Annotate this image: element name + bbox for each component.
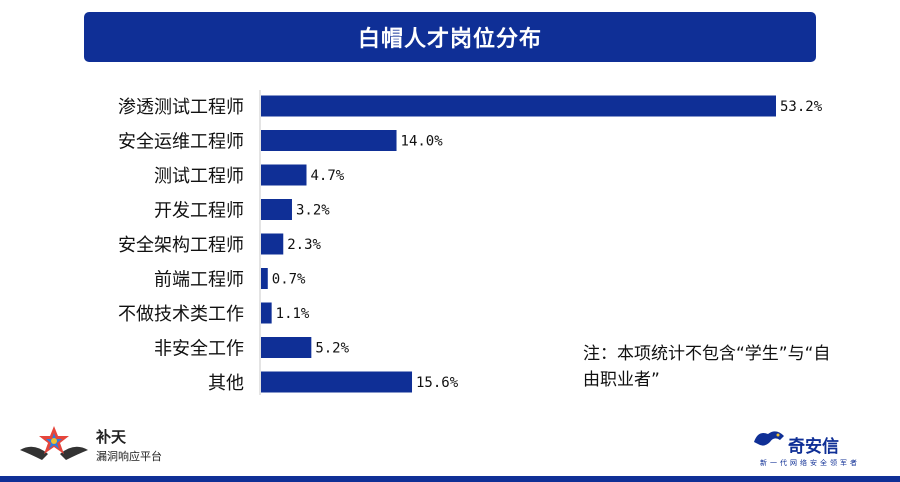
butian-subtitle: 漏洞响应平台 [96, 450, 162, 463]
value-label: 1.1% [276, 306, 310, 322]
dragon-logo-icon [754, 431, 784, 446]
value-label: 2.3% [287, 237, 321, 253]
qianxin-name: 奇安信 [788, 437, 839, 457]
category-label: 开发工程师 [154, 201, 244, 222]
butian-name: 补天 [96, 428, 127, 446]
bar [261, 130, 397, 151]
value-label: 53.2% [780, 99, 823, 115]
title-banner: 白帽人才岗位分布 [84, 12, 816, 62]
bar-chart-marks: 渗透测试工程师 53.2% 安全运维工程师 14.0% 测试工程师 4.7% 开发工程师 3.… [118, 95, 823, 394]
value-label: 4.7% [310, 168, 344, 184]
bar [261, 95, 776, 117]
qianxin-subtitle: 新一代网络安全领军者 [760, 459, 860, 467]
star-emblem-icon [20, 426, 88, 460]
bar [261, 233, 284, 255]
footnote: 注：本项统计不包含“学生”与“自由职业者” [583, 344, 831, 390]
bar [261, 164, 307, 186]
category-label: 非安全工作 [154, 339, 244, 360]
value-label: 3.2% [296, 203, 330, 219]
bottom-accent-bar [0, 476, 900, 482]
category-label: 安全运维工程师 [118, 132, 244, 153]
bar [261, 337, 312, 358]
category-label: 不做技术类工作 [118, 304, 244, 325]
qianxin-logo: 奇安信 新一代网络安全领军者 [752, 426, 882, 470]
chart-title: 白帽人才岗位分布 [357, 27, 542, 52]
bar [261, 268, 268, 289]
category-label: 测试工程师 [154, 166, 244, 187]
value-label: 5.2% [315, 341, 349, 357]
butian-logo: 补天 漏洞响应平台 [18, 424, 188, 468]
value-label: 15.6% [416, 375, 459, 391]
category-label: 前端工程师 [154, 270, 244, 291]
bar [261, 199, 292, 220]
value-label: 14.0% [401, 134, 444, 150]
category-label: 渗透测试工程师 [118, 97, 244, 118]
value-label: 0.7% [272, 272, 306, 288]
bar [261, 371, 413, 393]
category-label: 其他 [208, 373, 244, 394]
bar [261, 302, 272, 324]
category-label: 安全架构工程师 [118, 235, 244, 256]
